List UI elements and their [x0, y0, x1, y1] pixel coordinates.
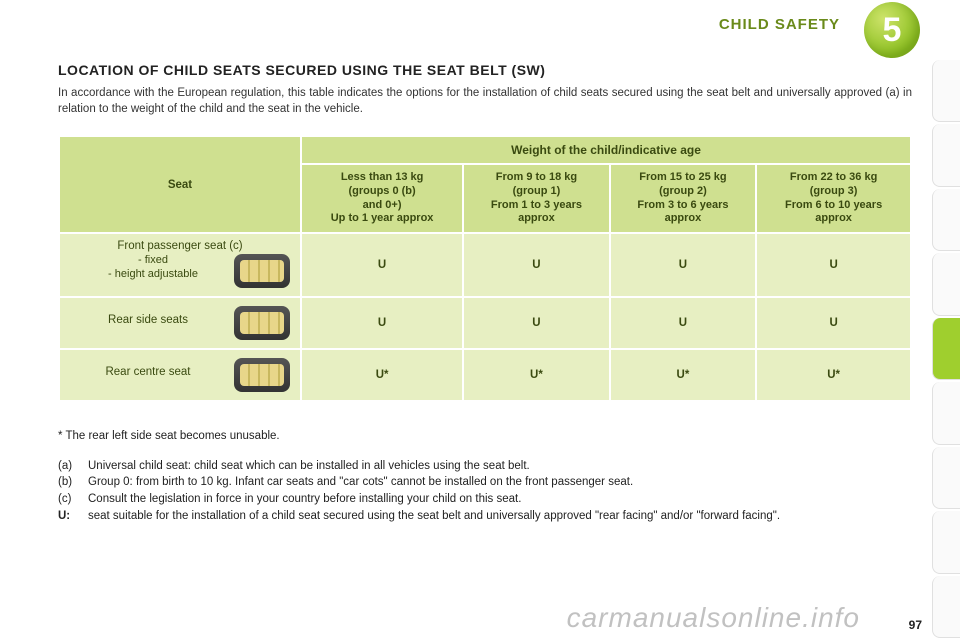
col-header-line: From 1 to 3 years: [491, 199, 582, 211]
col-header: From 15 to 25 kg (group 2) From 3 to 6 y…: [611, 165, 756, 232]
side-tab[interactable]: [932, 253, 960, 315]
footnote-key: (b): [58, 474, 88, 491]
col-header-line: From 3 to 6 years: [637, 199, 728, 211]
footnote-item: (a) Universal child seat: child seat whi…: [58, 458, 912, 475]
side-tab[interactable]: [932, 447, 960, 509]
col-header: From 22 to 36 kg (group 3) From 6 to 10 …: [757, 165, 910, 232]
table-cell: U*: [464, 350, 609, 400]
col-header-line: From 6 to 10 years: [785, 199, 882, 211]
intro-text: In accordance with the European regulati…: [58, 86, 912, 117]
col-header-bold: From 15 to 25 kg: [619, 171, 748, 185]
table-cell: U: [611, 234, 756, 296]
weight-header: Weight of the child/indicative age: [302, 137, 910, 163]
footnote-text: Group 0: from birth to 10 kg. Infant car…: [88, 474, 912, 491]
col-header-bold: From 22 to 36 kg: [765, 171, 902, 185]
side-tab[interactable]: [932, 189, 960, 251]
col-header-line: (group 3): [810, 185, 858, 197]
footnotes: * The rear left side seat becomes unusab…: [58, 428, 912, 524]
table-cell: U: [464, 234, 609, 296]
side-tab[interactable]: [932, 124, 960, 186]
side-tab[interactable]: [932, 511, 960, 573]
side-tabs: [932, 60, 960, 640]
col-header-line: and 0+): [363, 199, 402, 211]
table-cell: U: [302, 298, 462, 348]
footnote-text: Universal child seat: child seat which c…: [88, 458, 912, 475]
footnote-key: (c): [58, 491, 88, 508]
page-content: LOCATION OF CHILD SEATS SECURED USING TH…: [58, 62, 912, 620]
table-cell: U: [611, 298, 756, 348]
footnote-key: (a): [58, 458, 88, 475]
page-title: LOCATION OF CHILD SEATS SECURED USING TH…: [58, 62, 912, 78]
row-label-main: Front passenger seat (c): [68, 240, 292, 252]
col-header-line: (groups 0 (b): [348, 185, 415, 197]
table-cell: U*: [757, 350, 910, 400]
table-cell: U: [464, 298, 609, 348]
page-header: CHILD SAFETY 5: [0, 0, 960, 48]
weight-header-bold: Weight of the child: [511, 143, 618, 157]
col-header-line: (group 2): [659, 185, 707, 197]
col-header-bold: Less than 13 kg: [310, 171, 454, 185]
seat-table: Seat Weight of the child/indicative age …: [58, 135, 912, 402]
table-cell: U: [757, 234, 910, 296]
col-header-line: approx: [815, 212, 852, 224]
side-tab-active[interactable]: [932, 318, 960, 380]
section-name: CHILD SAFETY: [719, 16, 840, 33]
side-tab[interactable]: [932, 60, 960, 122]
col-header: Less than 13 kg (groups 0 (b) and 0+) Up…: [302, 165, 462, 232]
table-row: Front passenger seat (c) - fixed - heigh…: [60, 234, 910, 296]
weight-header-rest: /indicative age: [618, 143, 701, 157]
footnote-item: (c) Consult the legislation in force in …: [58, 491, 912, 508]
col-header-line: Up to 1 year approx: [331, 212, 434, 224]
col-header-bold: From 9 to 18 kg: [472, 171, 601, 185]
footnote-item: (b) Group 0: from birth to 10 kg. Infant…: [58, 474, 912, 491]
footnote-key: U:: [58, 508, 88, 525]
table-cell: U*: [302, 350, 462, 400]
seat-diagram-icon: [234, 358, 290, 392]
seat-column-header: Seat: [60, 137, 300, 232]
seat-diagram-icon: [234, 254, 290, 288]
col-header: From 9 to 18 kg (group 1) From 1 to 3 ye…: [464, 165, 609, 232]
table-cell: U*: [611, 350, 756, 400]
row-label: Rear side seats: [60, 298, 300, 348]
seat-diagram-icon: [234, 306, 290, 340]
footnote-text: seat suitable for the installation of a …: [88, 508, 912, 525]
side-tab[interactable]: [932, 382, 960, 444]
row-label: Rear centre seat: [60, 350, 300, 400]
footnote-text: Consult the legislation in force in your…: [88, 491, 912, 508]
table-cell: U: [757, 298, 910, 348]
table-cell: U: [302, 234, 462, 296]
col-header-line: (group 1): [513, 185, 561, 197]
col-header-line: approx: [518, 212, 555, 224]
table-row: Rear side seats U U U U: [60, 298, 910, 348]
col-header-line: approx: [665, 212, 702, 224]
footnote-star: * The rear left side seat becomes unusab…: [58, 428, 912, 445]
chapter-badge: 5: [864, 2, 920, 58]
row-label: Front passenger seat (c) - fixed - heigh…: [60, 234, 300, 296]
side-tab[interactable]: [932, 576, 960, 638]
page-number: 97: [909, 618, 922, 632]
table-row: Rear centre seat U* U* U* U*: [60, 350, 910, 400]
footnote-item: U: seat suitable for the installation of…: [58, 508, 912, 525]
